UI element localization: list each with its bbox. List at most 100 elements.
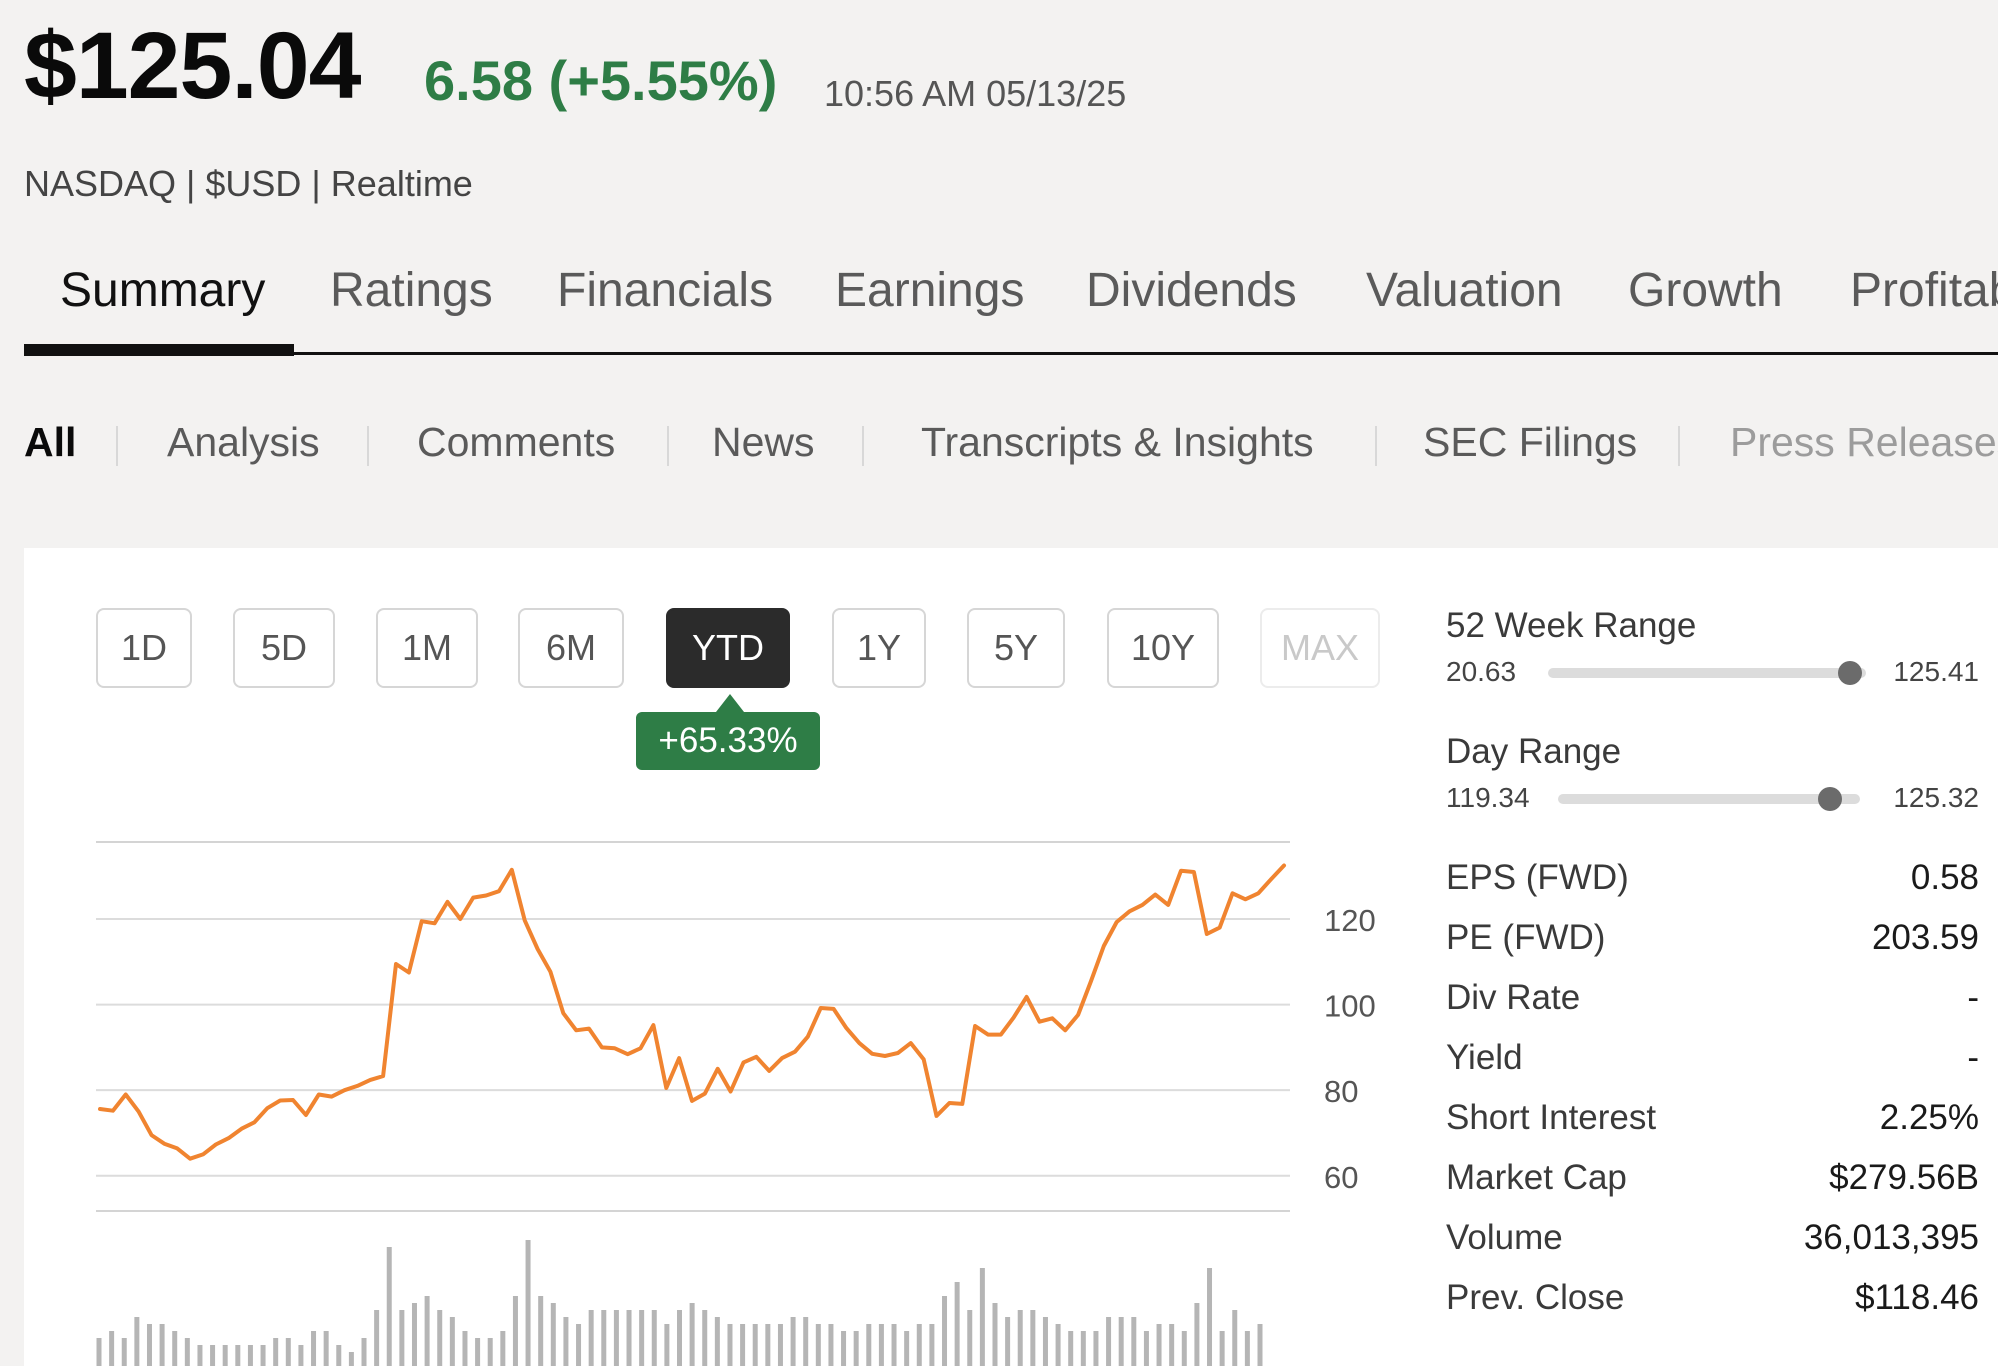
day-range-label: Day Range bbox=[1446, 732, 1622, 771]
week52-range-marker bbox=[1838, 661, 1863, 685]
volume-bar bbox=[298, 1345, 304, 1366]
stat-label-eps: EPS (FWD) bbox=[1446, 858, 1629, 897]
volume-bar bbox=[576, 1324, 582, 1366]
volume-bar bbox=[525, 1240, 531, 1366]
tab-profitability[interactable]: Profitab bbox=[1850, 264, 1998, 317]
tab-growth[interactable]: Growth bbox=[1628, 264, 1783, 317]
stat-label-prev-close: Prev. Close bbox=[1446, 1278, 1625, 1317]
volume-bar bbox=[1219, 1331, 1225, 1366]
volume-bar bbox=[1232, 1310, 1238, 1366]
volume-bar bbox=[1093, 1331, 1099, 1366]
volume-bar bbox=[626, 1310, 632, 1366]
tab-earnings[interactable]: Earnings bbox=[835, 264, 1025, 317]
filter-transcripts[interactable]: Transcripts & Insights bbox=[921, 419, 1314, 465]
tab-bar-divider bbox=[24, 352, 1998, 355]
day-low: 119.34 bbox=[1446, 782, 1530, 813]
tab-ratings[interactable]: Ratings bbox=[330, 264, 493, 317]
range-button-6m[interactable]: 6M bbox=[518, 608, 624, 688]
stat-value-yield: - bbox=[1967, 1038, 1979, 1077]
volume-bar bbox=[487, 1338, 493, 1366]
volume-bar bbox=[449, 1317, 455, 1366]
range-button-1m[interactable]: 1M bbox=[376, 608, 478, 688]
stat-value-pe: 203.59 bbox=[1871, 918, 1979, 957]
volume-bar bbox=[197, 1345, 203, 1366]
y-tick-label: 60 bbox=[1324, 1160, 1358, 1195]
volume-bar bbox=[588, 1310, 594, 1366]
range-button-max[interactable]: MAX bbox=[1260, 608, 1380, 688]
volume-bar bbox=[399, 1310, 405, 1366]
tab-dividends[interactable]: Dividends bbox=[1086, 264, 1297, 317]
volume-bar bbox=[538, 1296, 544, 1366]
volume-bar bbox=[109, 1331, 115, 1366]
volume-bar bbox=[374, 1310, 380, 1366]
filter-separator bbox=[116, 426, 118, 466]
range-button-ytd[interactable]: YTD bbox=[666, 608, 790, 688]
volume-bar bbox=[916, 1324, 922, 1366]
volume-bar bbox=[1143, 1331, 1149, 1366]
tab-financials[interactable]: Financials bbox=[557, 264, 774, 317]
volume-bar bbox=[727, 1324, 733, 1366]
volume-bar bbox=[1030, 1310, 1036, 1366]
quote-timestamp: 10:56 AM 05/13/25 bbox=[824, 73, 1127, 114]
price-chart[interactable]: 60 80 100 120 bbox=[24, 548, 1424, 1366]
volume-bar bbox=[563, 1317, 569, 1366]
volume-bar bbox=[235, 1345, 241, 1366]
volume-bar bbox=[146, 1324, 152, 1366]
stat-label-short-interest: Short Interest bbox=[1446, 1098, 1657, 1137]
filter-news[interactable]: News bbox=[712, 419, 815, 465]
volume-bar bbox=[247, 1345, 253, 1366]
tab-valuation[interactable]: Valuation bbox=[1366, 264, 1563, 317]
volume-bar bbox=[639, 1310, 645, 1366]
volume-bar bbox=[121, 1338, 127, 1366]
volume-bar bbox=[929, 1324, 935, 1366]
volume-bar bbox=[361, 1338, 367, 1366]
volume-bar bbox=[1131, 1317, 1137, 1366]
filter-all[interactable]: All bbox=[24, 419, 77, 465]
range-button-5d[interactable]: 5D bbox=[233, 608, 335, 688]
range-button-10y[interactable]: 10Y bbox=[1107, 608, 1219, 688]
filter-sec-filings[interactable]: SEC Filings bbox=[1423, 419, 1638, 465]
stat-label-volume: Volume bbox=[1446, 1218, 1563, 1257]
filter-separator bbox=[667, 426, 669, 466]
volume-bar bbox=[689, 1303, 695, 1366]
day-range-marker bbox=[1817, 787, 1842, 811]
volume-bar bbox=[1181, 1331, 1187, 1366]
stat-label-pe: PE (FWD) bbox=[1446, 918, 1606, 957]
stat-value-market-cap: $279.56B bbox=[1829, 1158, 1979, 1197]
volume-bar bbox=[1055, 1324, 1061, 1366]
volume-bar bbox=[411, 1303, 417, 1366]
volume-bar bbox=[651, 1310, 657, 1366]
volume-bar bbox=[1169, 1324, 1175, 1366]
volume-bar bbox=[260, 1345, 266, 1366]
volume-bar bbox=[664, 1324, 670, 1366]
volume-bar bbox=[159, 1324, 165, 1366]
filter-analysis[interactable]: Analysis bbox=[167, 419, 320, 465]
main-tab-bar: Summary Ratings Financials Earnings Divi… bbox=[0, 248, 1998, 356]
volume-bar bbox=[386, 1247, 392, 1366]
volume-bar bbox=[285, 1338, 291, 1366]
volume-bar bbox=[1080, 1331, 1086, 1366]
filter-separator bbox=[1375, 426, 1377, 466]
filter-press-releases[interactable]: Press Releases bbox=[1730, 419, 1998, 465]
volume-bar bbox=[1194, 1303, 1200, 1366]
stat-label-div-rate: Div Rate bbox=[1446, 978, 1581, 1017]
volume-bar bbox=[1068, 1331, 1074, 1366]
volume-bar bbox=[323, 1331, 329, 1366]
volume-bar bbox=[828, 1324, 834, 1366]
week52-range-label: 52 Week Range bbox=[1446, 606, 1697, 645]
volume-bar bbox=[222, 1345, 228, 1366]
volume-bar bbox=[512, 1296, 518, 1366]
range-button-5y[interactable]: 5Y bbox=[967, 608, 1065, 688]
filter-comments[interactable]: Comments bbox=[417, 419, 616, 465]
range-button-1y[interactable]: 1Y bbox=[832, 608, 926, 688]
volume-bar bbox=[677, 1310, 682, 1366]
volume-bar bbox=[475, 1338, 481, 1366]
tab-summary[interactable]: Summary bbox=[60, 264, 266, 317]
volume-bar bbox=[702, 1310, 708, 1366]
volume-bar bbox=[992, 1303, 998, 1366]
volume-bar bbox=[462, 1331, 468, 1366]
filter-separator bbox=[862, 426, 864, 466]
volume-bar bbox=[777, 1324, 783, 1366]
volume-bar bbox=[967, 1310, 973, 1366]
range-button-1d[interactable]: 1D bbox=[96, 608, 192, 688]
